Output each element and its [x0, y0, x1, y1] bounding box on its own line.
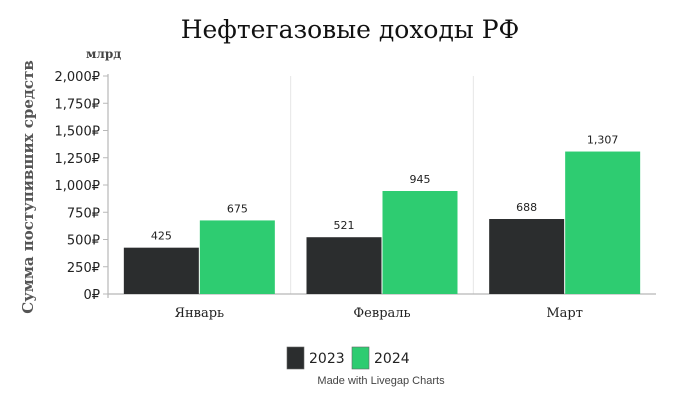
- bar-2023-1: [306, 237, 382, 294]
- bar-2024-1: [382, 190, 458, 294]
- unit-label: млрд: [86, 47, 121, 61]
- chart-title: Нефтегазовые доходы РФ: [181, 15, 520, 44]
- legend: 2023 2024: [286, 346, 410, 370]
- bar-2023-2: [489, 219, 565, 294]
- bar-2024-0: [199, 220, 275, 294]
- y-tick-label: 1,000₽: [55, 179, 101, 194]
- y-tick-label: 500₽: [67, 234, 100, 249]
- data-label: 688: [516, 201, 537, 214]
- legend-label: 2023: [309, 351, 345, 367]
- axes: [107, 74, 656, 298]
- y-tick-label: 1,750₽: [55, 97, 101, 112]
- data-label: 521: [334, 219, 355, 232]
- y-axis-ticks: 0₽ 250₽ 500₽ 750₽ 1,000₽ 1,250₽ 1,500₽ 1,750₽ 2,…: [55, 70, 108, 303]
- data-labels: 425 675 521 945 688 1,307: [151, 134, 619, 243]
- x-axis-ticks: Январь Февраль Март: [175, 306, 583, 321]
- y-axis-label: Сумма поступивших средств: [19, 60, 37, 314]
- y-tick-label: 1,250₽: [55, 152, 101, 167]
- legend-swatch-2024: [351, 346, 370, 370]
- data-label: 425: [151, 230, 172, 243]
- grid-lines: [290, 76, 474, 294]
- bar-2023-0: [123, 247, 199, 294]
- bar-2024-2: [565, 151, 641, 294]
- y-tick-label: 0₽: [83, 288, 100, 303]
- data-label: 945: [410, 173, 431, 186]
- x-tick-label: Январь: [175, 306, 225, 321]
- credit-text: Made with Livegap Charts: [317, 375, 445, 387]
- x-tick-label: Март: [546, 306, 583, 321]
- bars: [123, 151, 641, 294]
- data-label: 1,307: [587, 134, 619, 147]
- y-tick-label: 1,500₽: [55, 125, 101, 140]
- y-tick-label: 250₽: [67, 261, 100, 276]
- y-tick-label: 2,000₽: [55, 70, 101, 85]
- y-tick-label: 750₽: [67, 206, 100, 221]
- data-label: 675: [227, 202, 248, 215]
- legend-label: 2024: [374, 351, 410, 367]
- x-tick-label: Февраль: [353, 306, 410, 321]
- legend-swatch-2023: [286, 346, 305, 370]
